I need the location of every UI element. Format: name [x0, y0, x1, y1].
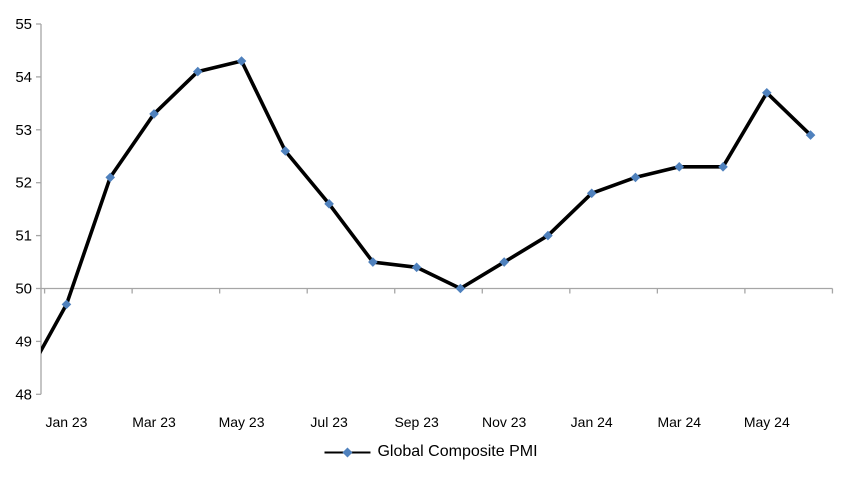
- chart-legend: Global Composite PMI: [324, 443, 538, 461]
- x-axis-label: Jan 24: [571, 414, 613, 430]
- y-axis-label: 49: [15, 333, 32, 350]
- y-axis-label: 53: [15, 122, 32, 139]
- x-axis-label: Jul 23: [310, 414, 348, 430]
- y-axis-label: 54: [15, 69, 32, 86]
- y-axis-label: 48: [15, 386, 32, 403]
- x-axis-label: Sep 23: [394, 414, 439, 430]
- y-axis-label: 52: [15, 175, 32, 192]
- y-axis-label: 50: [15, 281, 32, 298]
- data-point-marker: [543, 230, 553, 241]
- x-axis-label: Nov 23: [482, 414, 527, 430]
- series-line: [41, 59, 812, 355]
- x-axis-label: Mar 24: [657, 414, 701, 430]
- x-axis-label: May 23: [219, 414, 265, 430]
- data-point-marker: [586, 188, 597, 199]
- y-axis-label: 55: [15, 16, 32, 33]
- legend-label: Global Composite PMI: [377, 443, 538, 460]
- data-point-marker: [805, 130, 816, 140]
- data-point-marker: [149, 109, 159, 119]
- data-point-marker: [630, 172, 641, 183]
- data-point-marker: [368, 257, 378, 267]
- data-point-marker: [718, 162, 728, 172]
- data-point-marker: [411, 262, 422, 273]
- data-point-marker: [192, 66, 203, 77]
- x-axis-label: Jan 23: [45, 414, 87, 430]
- data-point-marker: [674, 162, 685, 172]
- series-markers: [61, 56, 816, 310]
- y-axis-label: 51: [15, 228, 32, 245]
- data-point-marker: [499, 257, 509, 267]
- data-point-marker: [761, 87, 772, 98]
- data-point-marker: [236, 56, 247, 66]
- x-axis-label: May 24: [744, 414, 790, 430]
- data-point-marker: [280, 146, 291, 156]
- data-point-marker: [61, 299, 72, 310]
- legend-line-diamond-icon: [324, 447, 371, 457]
- data-point-marker: [324, 199, 334, 209]
- x-axis-label: Mar 23: [132, 414, 176, 430]
- data-point-marker: [455, 283, 466, 294]
- data-point-marker: [105, 172, 116, 183]
